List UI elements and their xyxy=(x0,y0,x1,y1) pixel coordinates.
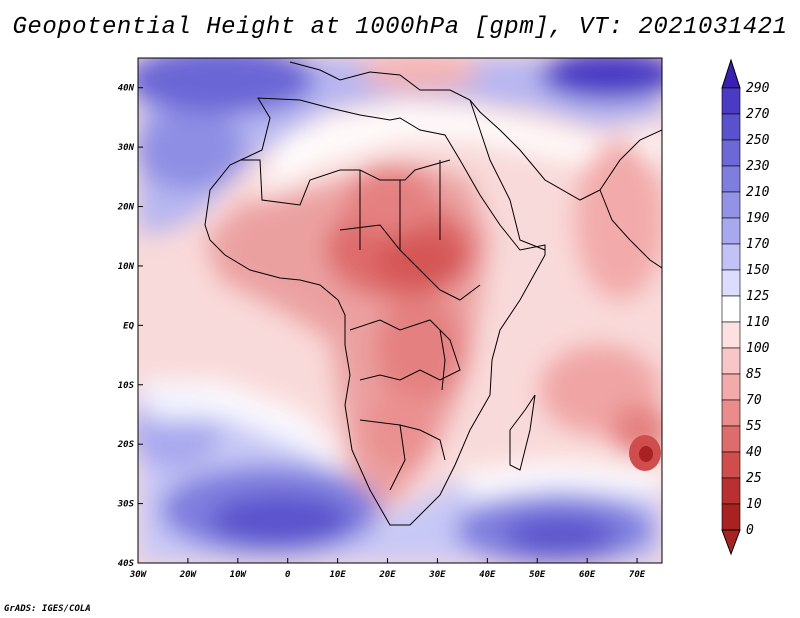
y-tick-label: 10N xyxy=(118,262,135,272)
colorbar-label: 110 xyxy=(746,315,770,330)
colorbar-label: 85 xyxy=(746,367,762,382)
x-tick-label: 70E xyxy=(629,570,646,580)
colorbar-swatch xyxy=(721,87,741,115)
colorbar-label: 55 xyxy=(746,419,762,434)
colorbar-label: 0 xyxy=(746,523,754,538)
geopotential-field xyxy=(138,58,662,563)
x-tick-label: 50E xyxy=(529,570,546,580)
colorbar-swatch xyxy=(721,113,741,141)
central-africa-borders xyxy=(349,319,461,381)
colorbar-label: 125 xyxy=(746,289,770,304)
colorbar-label: 270 xyxy=(746,107,770,122)
x-tick-label: 30W xyxy=(129,570,148,580)
map-frame xyxy=(137,57,663,564)
x-tick-label: 60E xyxy=(579,570,596,580)
y-axis: 40N 30N 20N 10N EQ 10S 20S 30S 40S xyxy=(117,84,143,569)
eurasia-coastline xyxy=(289,61,662,201)
colorbar-label: 40 xyxy=(746,445,762,460)
colorbar-swatch xyxy=(721,373,741,401)
red-sea-coast xyxy=(469,99,546,251)
x-tick-label: 0 xyxy=(285,570,291,580)
sahara-borders xyxy=(240,159,451,206)
colorbar-swatch xyxy=(721,425,741,453)
colorbar-label: 230 xyxy=(746,159,770,174)
india-coast xyxy=(599,189,662,269)
colorbar-label: 25 xyxy=(746,471,762,486)
x-tick-label: 40E xyxy=(479,570,496,580)
colorbar-swatch xyxy=(721,191,741,219)
colorbar-swatch xyxy=(721,321,741,349)
colorbar-swatch xyxy=(721,295,741,323)
y-tick-label: EQ xyxy=(123,321,134,331)
x-tick-label: 20E xyxy=(378,570,396,580)
y-tick-label: 40S xyxy=(118,559,135,569)
colorbar-label: 100 xyxy=(746,341,770,356)
colorbar-label: 150 xyxy=(746,263,770,278)
colorbar-top-arrow xyxy=(721,58,741,89)
colorbar-swatch xyxy=(721,269,741,297)
central-borders xyxy=(359,160,441,250)
colorbar-label: 210 xyxy=(746,185,770,200)
y-tick-label: 10S xyxy=(118,381,135,391)
y-tick-label: 40N xyxy=(118,84,135,94)
southern-borders xyxy=(359,419,446,491)
colorbar-swatch xyxy=(721,347,741,375)
colorbar-swatch xyxy=(721,503,741,531)
y-tick-label: 20S xyxy=(117,440,135,450)
colorbar-swatch xyxy=(721,451,741,479)
rift-lakes xyxy=(439,329,446,391)
y-tick-label: 20N xyxy=(117,203,135,213)
colorbar-label: 250 xyxy=(746,133,770,148)
x-axis: 30W 20W 10W 0 10E 20E 30E 40E 50E 60E 70E xyxy=(129,558,646,580)
colorbar-swatch xyxy=(721,217,741,245)
colorbar-swatch xyxy=(721,243,741,271)
y-tick-label: 30N xyxy=(117,143,135,153)
y-tick-label: 30S xyxy=(117,500,135,510)
colorbar-swatch xyxy=(721,139,741,167)
x-tick-label: 20W xyxy=(179,570,198,580)
colorbar: 2902702502302101901701501251101008570554… xyxy=(721,58,770,556)
colorbar-label: 10 xyxy=(746,497,762,512)
colorbar-bottom-arrow xyxy=(721,529,741,556)
x-tick-label: 30E xyxy=(428,570,446,580)
x-tick-label: 10E xyxy=(329,570,346,580)
colorbar-label: 190 xyxy=(746,211,770,226)
credit-text: GrADS: IGES/COLA xyxy=(4,604,91,614)
colorbar-label: 170 xyxy=(746,237,770,252)
map-title: Geopotential Height at 1000hPa [gpm], VT… xyxy=(12,14,788,41)
africa-coastline xyxy=(204,97,546,526)
madagascar-coastline xyxy=(509,394,536,471)
colorbar-swatch xyxy=(721,477,741,505)
colorbar-swatch xyxy=(721,399,741,427)
colorbar-label: 290 xyxy=(746,81,770,96)
coastlines xyxy=(204,61,662,526)
x-tick-label: 10W xyxy=(230,570,248,580)
colorbar-swatch xyxy=(721,165,741,193)
sahel-borders xyxy=(339,224,481,301)
colorbar-label: 70 xyxy=(746,393,762,408)
